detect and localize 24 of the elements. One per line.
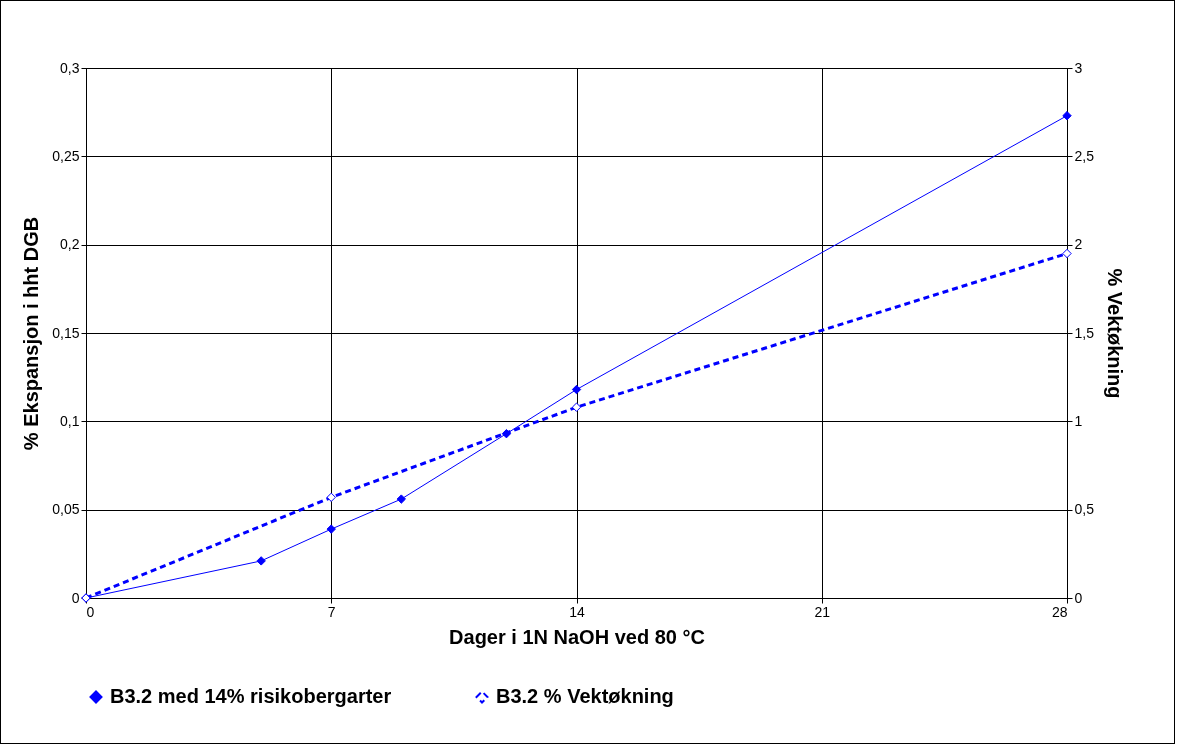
legend-label: B3.2 med 14% risikobergarter — [110, 685, 392, 707]
y2-axis-title: % Vektøkning — [1103, 268, 1126, 399]
x-tick-label: 28 — [1051, 603, 1068, 620]
y-tick-label: 0,05 — [52, 501, 80, 518]
y-tick-label: 0,3 — [60, 59, 80, 76]
x-tick-label: 21 — [814, 603, 831, 620]
y-tick-label: 0,2 — [60, 236, 80, 253]
x-tick-label: 7 — [327, 603, 336, 620]
y2-tick-label: 0,5 — [1074, 501, 1095, 518]
y-tick-label: 0,25 — [52, 147, 80, 164]
y2-tick-label: 0 — [1074, 589, 1083, 606]
x-tick-label: 0 — [86, 603, 95, 620]
y2-tick-label: 3 — [1074, 59, 1083, 76]
y2-tick-label: 2,5 — [1074, 147, 1095, 164]
y-axis-title: % Ekspansjon i hht DGB — [20, 216, 43, 451]
y2-tick-label: 2 — [1074, 236, 1083, 253]
y2-tick-label: 1 — [1074, 412, 1083, 429]
y-tick-label: 0,1 — [60, 412, 80, 429]
x-tick-label: 14 — [569, 603, 585, 620]
x-axis-title: Dager i 1N NaOH ved 80 °C — [449, 625, 705, 648]
legend-label: B3.2 % Vektøkning — [496, 685, 674, 707]
y-tick-label: 0 — [71, 589, 80, 606]
y2-tick-label: 1,5 — [1074, 324, 1095, 341]
y-tick-label: 0,15 — [52, 324, 80, 341]
